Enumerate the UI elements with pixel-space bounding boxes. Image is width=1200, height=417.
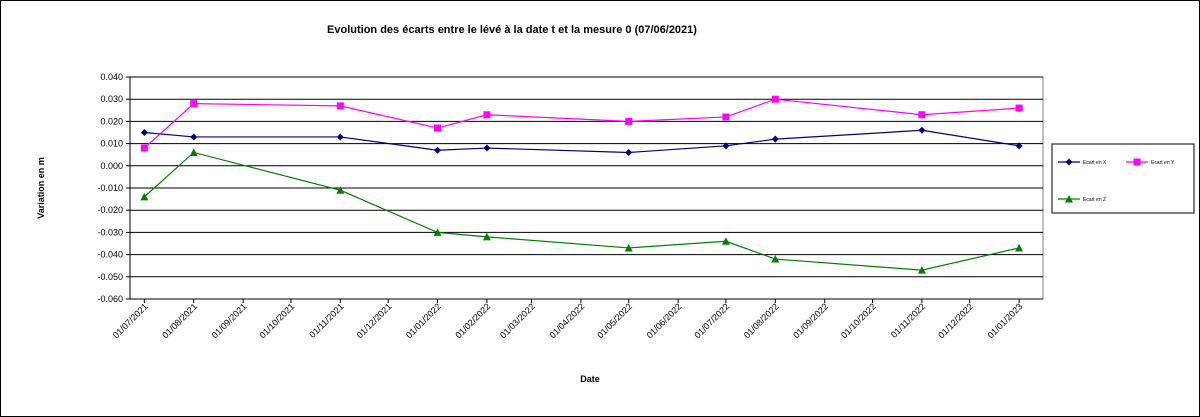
data-point	[1015, 104, 1023, 112]
data-point	[482, 232, 491, 241]
series-ecart-en-y	[140, 95, 1023, 152]
data-point	[771, 135, 779, 143]
data-point	[722, 113, 730, 121]
x-tick-label: 01/05/2022	[595, 301, 634, 340]
y-tick-label: -0.050	[97, 272, 123, 282]
legend: Ecart en X Ecart en Y Ecart en Z	[1051, 143, 1195, 214]
data-point	[140, 129, 148, 136]
data-point	[336, 133, 344, 141]
data-point	[189, 148, 198, 156]
data-point	[190, 100, 198, 108]
series-line	[143, 151, 1020, 271]
y-tick-label: 0.000	[100, 161, 123, 171]
data-point	[624, 243, 633, 252]
x-tick-label: 01/07/2021	[111, 301, 150, 340]
legend-label: Ecart en Y	[1151, 160, 1175, 166]
data-point	[771, 95, 779, 103]
x-tick-label: 01/12/2021	[355, 301, 394, 340]
data-point	[336, 186, 345, 194]
x-tick-label: 01/11/2021	[307, 301, 345, 339]
series-ecart-en-z	[140, 148, 1024, 274]
data-point	[434, 146, 442, 154]
y-tick-label: 0.030	[100, 94, 123, 104]
x-tick-label: 01/07/2022	[692, 301, 731, 340]
data-point	[722, 142, 730, 150]
x-tick-label: 01/09/2022	[791, 301, 830, 340]
x-tick-label: 01/10/2021	[257, 301, 296, 340]
data-point	[771, 255, 780, 263]
y-tick-label: -0.060	[97, 294, 123, 304]
chart-title: Evolution des écarts entre le lévé à la …	[327, 24, 697, 36]
series-layer	[140, 95, 1024, 274]
data-point	[625, 117, 633, 125]
data-point	[434, 124, 442, 132]
legend-item: Ecart en X	[1058, 158, 1107, 166]
x-tick-label: 01/01/2022	[404, 301, 443, 340]
data-point	[625, 148, 633, 156]
legend-label: Ecart en Z	[1083, 197, 1106, 203]
x-tick-label: 01/06/2022	[645, 301, 684, 340]
data-point	[483, 144, 491, 152]
x-tick-label: 01/01/2023	[986, 301, 1025, 340]
data-point	[190, 133, 198, 141]
legend-label: Ecart en X	[1083, 160, 1107, 166]
legend-marker	[1065, 195, 1073, 203]
y-axis-title: Variation en m	[36, 157, 46, 219]
x-tick-label: 01/02/2022	[453, 301, 492, 340]
x-tick-label: 01/11/2022	[889, 301, 927, 339]
series-line	[143, 98, 1020, 149]
legend-box	[1051, 143, 1195, 214]
series-line	[144, 129, 1020, 154]
x-tick-label: 01/10/2022	[839, 301, 878, 340]
y-tick-label: 0.040	[100, 72, 123, 82]
y-tick-label: -0.040	[97, 250, 123, 260]
data-point	[918, 126, 926, 134]
y-tick-label: -0.010	[97, 183, 123, 193]
series-ecart-en-x	[140, 126, 1023, 156]
data-point	[1015, 243, 1024, 252]
y-tick-label: 0.020	[100, 116, 123, 126]
x-tick-label: 01/08/2021	[160, 301, 199, 340]
y-tick-label: 0.010	[100, 139, 123, 149]
grid-layer	[129, 76, 1044, 300]
data-point	[433, 228, 442, 236]
data-point	[1015, 142, 1023, 150]
data-point	[140, 192, 149, 201]
x-tick-label: 01/04/2022	[547, 301, 586, 340]
legend-item: Ecart en Z	[1058, 195, 1106, 203]
data-point	[721, 237, 730, 245]
data-point	[336, 102, 344, 110]
x-tick-label: 01/12/2022	[936, 301, 975, 340]
legend-marker	[1065, 158, 1073, 166]
legend-marker	[1133, 158, 1141, 166]
y-tick-label: -0.030	[97, 227, 123, 237]
x-tick-label: 01/08/2022	[742, 301, 781, 340]
data-point	[483, 111, 491, 119]
x-tick-label: 01/09/2021	[210, 301, 249, 340]
x-tick-label: 01/03/2022	[498, 301, 537, 340]
data-point	[140, 144, 148, 152]
data-point	[918, 111, 926, 119]
y-tick-label: -0.020	[97, 205, 123, 215]
legend-item: Ecart en Y	[1126, 158, 1175, 166]
x-axis-title: Date	[580, 374, 600, 384]
data-point	[917, 266, 926, 274]
